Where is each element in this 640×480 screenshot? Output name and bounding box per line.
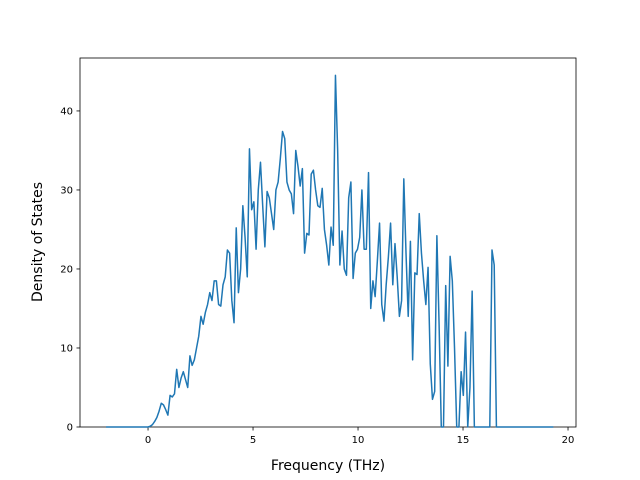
y-tick-label: 30 (60, 185, 73, 196)
x-tick-label: 10 (352, 435, 365, 446)
plot-frame (79, 57, 577, 428)
y-tick-label: 0 (67, 423, 73, 434)
y-tick-label: 40 (60, 106, 73, 117)
x-axis-label: Frequency (THz) (271, 458, 385, 474)
y-tick-label: 10 (60, 343, 73, 354)
line (106, 74, 554, 428)
x-tick-label: 15 (457, 435, 470, 446)
x-tick-label: 5 (250, 435, 256, 446)
x-tick-label: 20 (562, 435, 575, 446)
y-tick-label: 20 (60, 264, 73, 275)
y-axis-label: Density of States (30, 182, 46, 302)
x-tick-label: 0 (145, 435, 151, 446)
